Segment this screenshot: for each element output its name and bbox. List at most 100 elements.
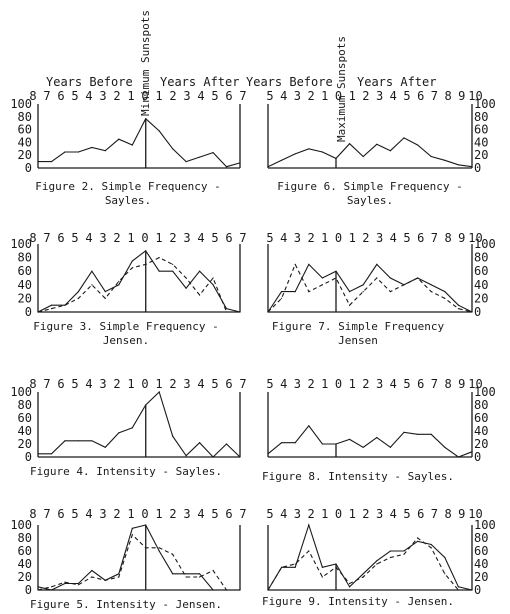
maximum-sunspots-label: Maximum Sunspots xyxy=(335,36,348,142)
x-tick-label: 3 xyxy=(376,507,383,521)
data-point xyxy=(50,589,53,591)
x-tick-label: 5 xyxy=(211,231,218,245)
x-tick-label: 4 xyxy=(197,377,204,391)
x-tick-label: 4 xyxy=(280,507,287,521)
x-tick-label: 1 xyxy=(321,89,328,103)
y-tick-label: 20 xyxy=(18,148,32,162)
data-point xyxy=(349,438,351,440)
y-tick-label: 20 xyxy=(474,148,488,162)
data-point xyxy=(172,573,174,575)
data-point xyxy=(430,543,432,546)
data-point xyxy=(185,277,187,279)
data-point xyxy=(281,442,283,444)
data-point xyxy=(172,148,174,150)
data-point xyxy=(349,291,351,293)
x-tick-label: 10 xyxy=(468,231,482,245)
data-point xyxy=(131,260,133,262)
x-tick-label: 8 xyxy=(444,231,451,245)
data-point xyxy=(50,308,53,310)
x-tick-label: 8 xyxy=(29,507,36,521)
data-point xyxy=(131,527,133,529)
y-tick-label: 0 xyxy=(474,161,481,175)
x-tick-label: 4 xyxy=(390,89,397,103)
data-point xyxy=(64,440,66,442)
x-tick-label: 4 xyxy=(85,507,92,521)
y-tick-label: 40 xyxy=(474,278,488,292)
data-point xyxy=(349,143,351,145)
data-point xyxy=(321,566,323,568)
data-point xyxy=(389,556,391,559)
series-line-solid xyxy=(267,137,473,168)
x-tick-label: 7 xyxy=(239,89,246,103)
y-tick-label: 100 xyxy=(474,518,496,532)
data-point xyxy=(118,576,120,578)
x-tick-label: 6 xyxy=(57,89,64,103)
figure-caption: Jensen xyxy=(338,334,378,347)
y-tick-label: 60 xyxy=(474,411,488,425)
x-tick-label: 8 xyxy=(444,507,451,521)
data-point xyxy=(430,291,432,293)
data-point xyxy=(91,576,93,578)
y-tick-label: 0 xyxy=(474,450,481,464)
data-point xyxy=(335,270,337,272)
x-tick-label: 7 xyxy=(431,89,438,103)
data-point xyxy=(225,443,228,445)
data-point xyxy=(376,560,378,562)
y-tick-label: 20 xyxy=(18,291,32,305)
x-tick-label: 4 xyxy=(280,377,287,391)
data-point xyxy=(158,270,160,272)
data-point xyxy=(430,284,432,286)
data-point xyxy=(145,263,147,265)
data-point xyxy=(267,589,269,591)
x-tick-label: 2 xyxy=(362,507,369,521)
data-point xyxy=(185,576,187,578)
data-point xyxy=(430,155,432,158)
data-point xyxy=(471,166,473,168)
y-tick-label: 80 xyxy=(474,110,488,124)
y-tick-label: 80 xyxy=(18,398,32,412)
minimum-sunspots-label: Minimum Sunspots xyxy=(139,10,152,116)
series-line-solid xyxy=(38,117,241,168)
header-years-after-left: Years After xyxy=(160,75,239,89)
x-tick-label: 1 xyxy=(349,377,356,391)
y-tick-label: 20 xyxy=(18,437,32,451)
series-line-solid xyxy=(267,523,473,591)
data-point xyxy=(91,270,93,272)
data-point xyxy=(417,144,419,146)
figure-caption: Figure 2. Simple Frequency - xyxy=(35,180,220,193)
data-point xyxy=(294,291,296,293)
x-tick-label: 1 xyxy=(321,507,328,521)
y-tick-label: 100 xyxy=(10,518,32,532)
x-tick-label: 3 xyxy=(376,231,383,245)
data-point xyxy=(239,456,241,458)
x-tick-label: 3 xyxy=(294,507,301,521)
data-point xyxy=(64,582,66,585)
y-tick-label: 100 xyxy=(474,237,496,251)
data-point xyxy=(91,146,93,149)
data-point xyxy=(104,297,106,299)
x-tick-label: 2 xyxy=(307,377,314,391)
x-tick-label: 0 xyxy=(141,89,148,103)
data-point xyxy=(389,277,391,279)
figure-caption: Figure 9. Intensity - Jensen. xyxy=(262,595,454,608)
header-right: Years Before Years After Maximum Sunspot… xyxy=(246,36,436,142)
y-tick-label: 60 xyxy=(18,411,32,425)
data-point xyxy=(430,547,432,549)
y-tick-label: 100 xyxy=(10,97,32,111)
y-tick-label: 80 xyxy=(18,251,32,265)
x-tick-label: 4 xyxy=(280,89,287,103)
x-tick-label: 8 xyxy=(29,231,36,245)
data-point xyxy=(457,304,459,306)
x-tick-label: 3 xyxy=(294,231,301,245)
data-point xyxy=(185,161,187,163)
data-point xyxy=(457,586,459,588)
figure-caption: Figure 3. Simple Frequency - xyxy=(33,320,218,333)
data-point xyxy=(281,566,283,568)
data-point xyxy=(199,270,201,272)
data-point xyxy=(118,284,120,286)
data-point xyxy=(335,443,337,445)
y-tick-label: 80 xyxy=(474,398,488,412)
